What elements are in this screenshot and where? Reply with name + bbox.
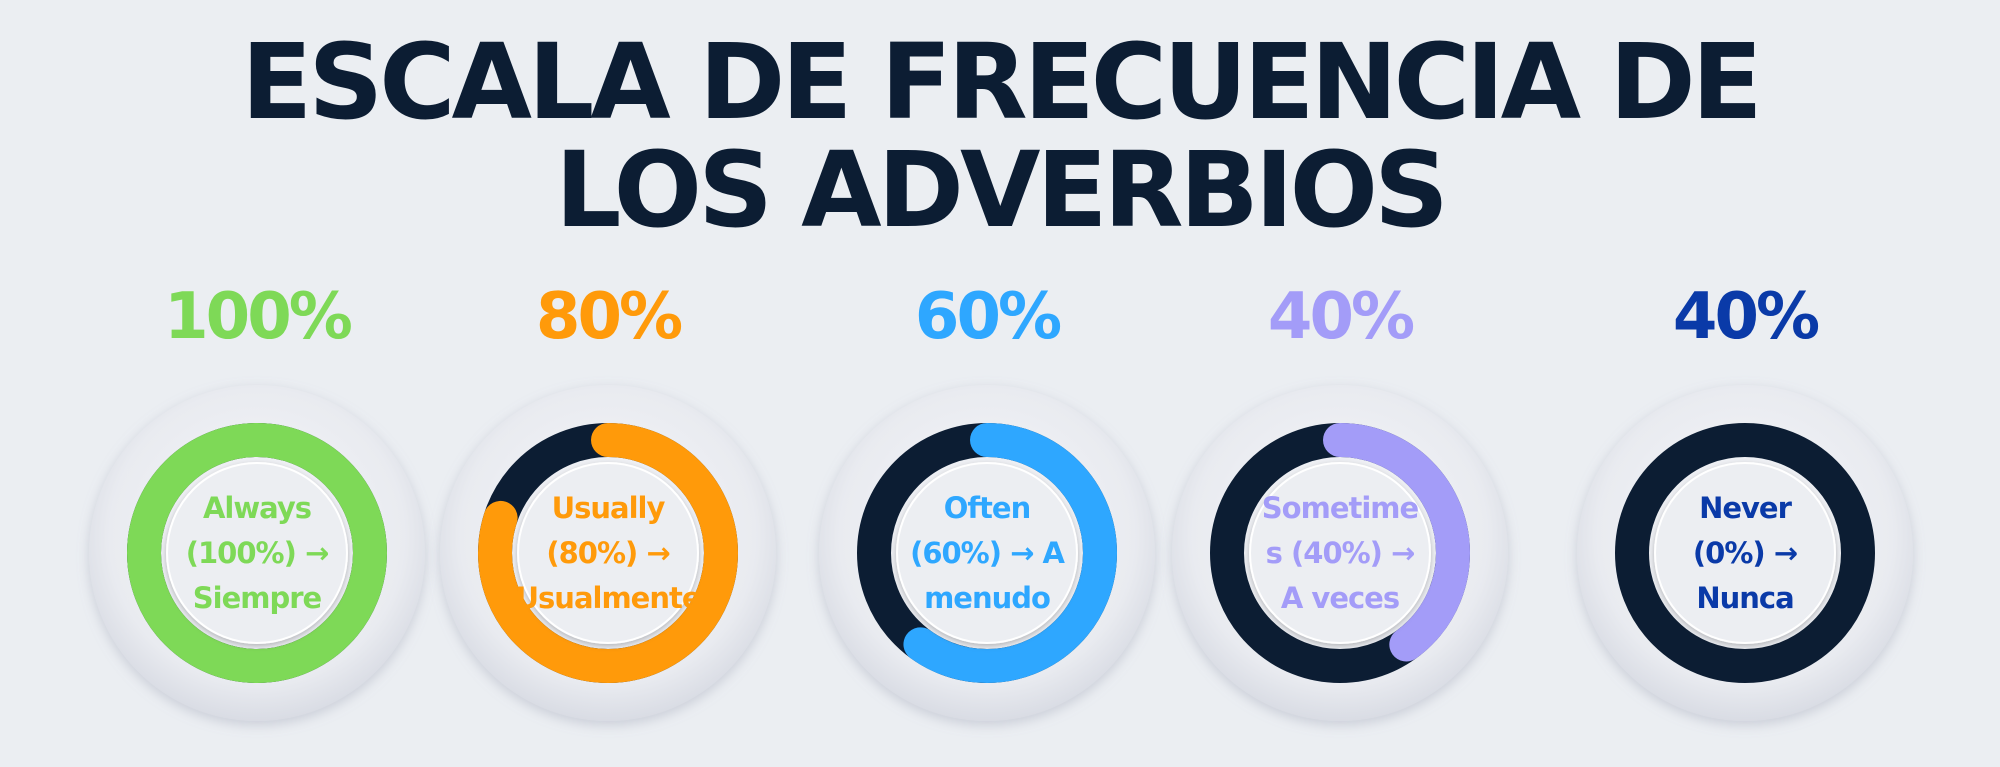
ring-item: 40% Sometime s (40%) → A veces [1172, 280, 1508, 721]
ring-progress-arc [127, 423, 387, 683]
ring-inner-disc [1249, 462, 1431, 644]
ring-inner-disc [896, 462, 1078, 644]
ring-center-label: Usualmente [515, 581, 700, 615]
ring-center-label: Always [203, 491, 311, 525]
ring-progress-arc [478, 423, 738, 683]
ring-center-label: (80%) → [546, 536, 669, 570]
ring-center-label: Siempre [193, 581, 322, 615]
ring-center-label: (100%) → [186, 536, 329, 570]
percent-label: 80% [536, 280, 682, 354]
percent-label: 40% [1268, 280, 1414, 354]
ring-center-label: s (40%) → [1266, 536, 1415, 570]
ring-item: 60% Often (60%) → A menudo [819, 280, 1155, 721]
ring-track [1615, 423, 1875, 683]
ring-center-label: Nunca [1696, 581, 1793, 615]
percent-label: 100% [164, 280, 352, 354]
percent-label: 60% [915, 280, 1061, 354]
ring-item: 80% Usually (80%) → Usualmente [440, 280, 776, 721]
ring-center-label: (60%) → A [910, 536, 1065, 570]
percent-label: 40% [1673, 280, 1819, 354]
ring-center-label: menudo [924, 581, 1050, 615]
ring-progress-arc [857, 423, 1117, 683]
ring-inner-disc [1654, 462, 1836, 644]
ring-center-label: Usually [552, 491, 666, 525]
chart-title-line-2: LOS ADVERBIOS [555, 129, 1449, 251]
ring-item: 100% Always (100%) → Siempre [89, 280, 425, 721]
ring-center-label: (0%) → [1693, 536, 1797, 570]
ring-item: 40% Never (0%) → Nunca [1577, 280, 1913, 721]
ring-progress-arc [1210, 423, 1470, 683]
ring-inner-disc [517, 462, 699, 644]
chart-title-line-1: ESCALA DE FRECUENCIA DE [241, 21, 1762, 143]
ring-center-label: Often [944, 491, 1030, 525]
ring-center-label: Sometime [1262, 491, 1419, 525]
chart-title: ESCALA DE FRECUENCIA DE LOS ADVERBIOS [0, 28, 2000, 244]
ring-inner-disc [166, 462, 348, 644]
ring-center-label: A veces [1281, 581, 1399, 615]
ring-center-label: Never [1699, 491, 1793, 525]
